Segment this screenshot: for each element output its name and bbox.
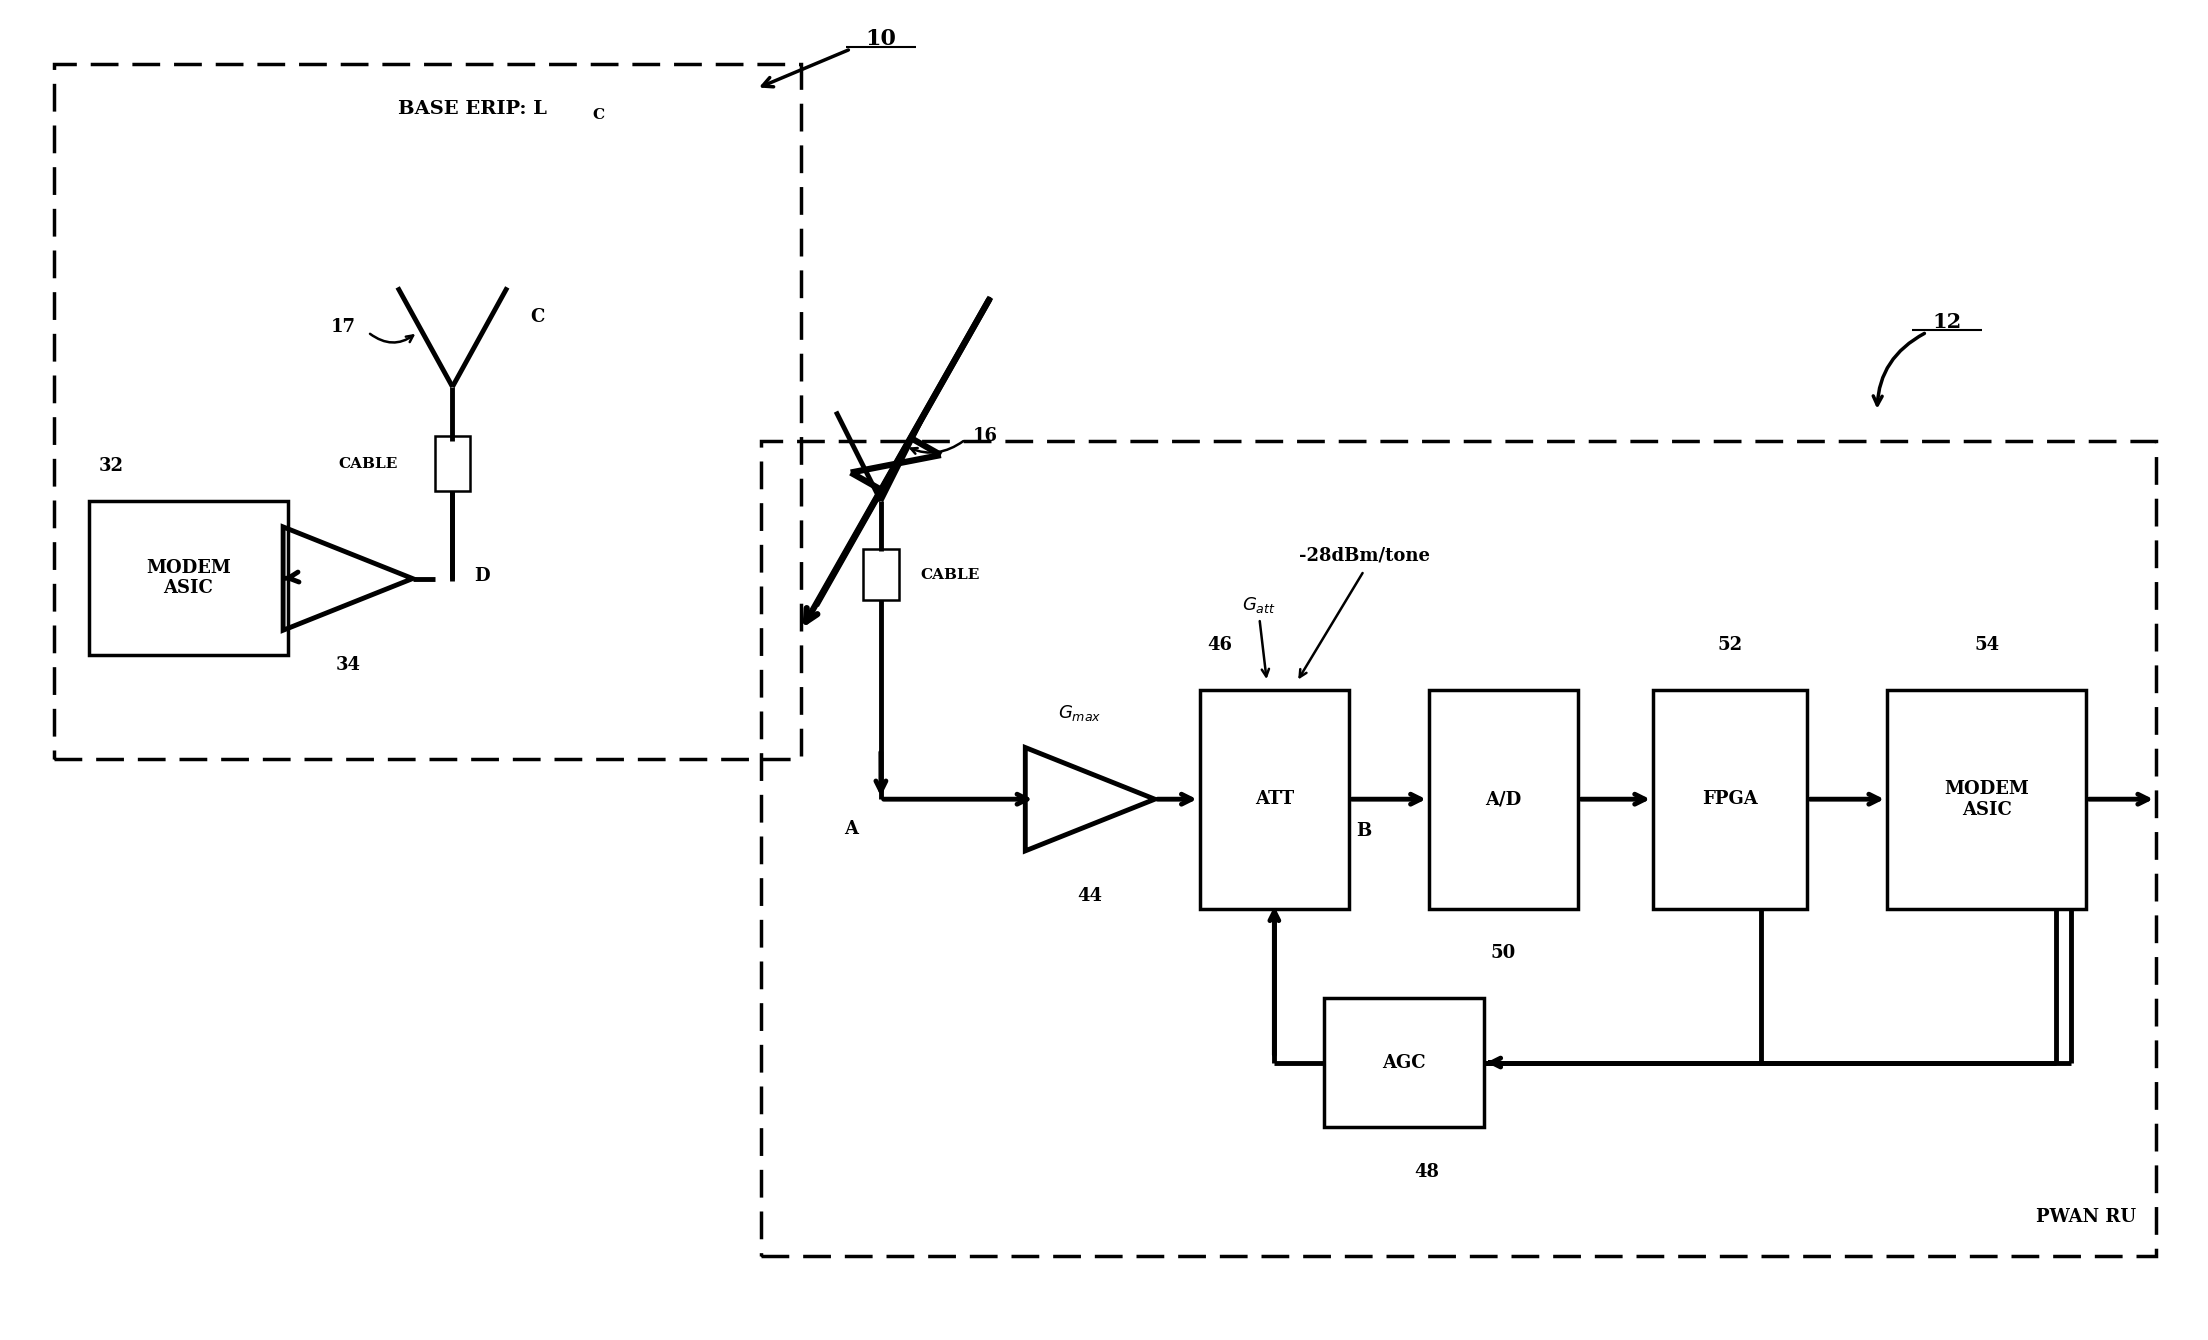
Text: D: D — [475, 567, 490, 584]
Text: 50: 50 — [1490, 945, 1517, 962]
Text: 16: 16 — [974, 427, 998, 445]
Text: $G_{att}$: $G_{att}$ — [1243, 595, 1276, 615]
Text: C: C — [530, 308, 545, 326]
Text: 17: 17 — [331, 318, 355, 336]
Text: C: C — [594, 109, 605, 122]
Text: A/D: A/D — [1486, 791, 1521, 808]
Text: BASE ERIP: L: BASE ERIP: L — [397, 99, 548, 118]
Bar — [435, 437, 470, 492]
Text: 48: 48 — [1413, 1163, 1440, 1181]
Text: 54: 54 — [1974, 636, 1998, 654]
Text: 46: 46 — [1208, 636, 1232, 654]
Text: PWAN RU: PWAN RU — [2036, 1207, 2135, 1226]
Text: A: A — [843, 820, 859, 838]
Text: 44: 44 — [1078, 887, 1102, 904]
Bar — [1888, 690, 2087, 909]
Text: 10: 10 — [866, 28, 896, 50]
Bar — [88, 501, 287, 655]
Text: 32: 32 — [99, 457, 124, 476]
Text: CABLE: CABLE — [921, 568, 980, 582]
Text: 12: 12 — [1932, 312, 1961, 332]
Text: 34: 34 — [336, 657, 360, 674]
Text: MODEM
ASIC: MODEM ASIC — [146, 559, 232, 598]
Text: 52: 52 — [1718, 636, 1742, 654]
Bar — [1199, 690, 1349, 909]
Text: AGC: AGC — [1382, 1053, 1426, 1072]
Text: B: B — [1356, 821, 1371, 840]
Bar — [1654, 690, 1808, 909]
Bar — [1429, 690, 1579, 909]
Text: -28dBm/tone: -28dBm/tone — [1298, 547, 1429, 564]
Text: $G_{max}$: $G_{max}$ — [1058, 702, 1102, 722]
Text: MODEM
ASIC: MODEM ASIC — [1945, 780, 2029, 819]
Bar — [863, 549, 899, 600]
Text: CABLE: CABLE — [338, 457, 397, 472]
Bar — [1325, 998, 1484, 1127]
Text: FPGA: FPGA — [1702, 791, 1758, 808]
Text: ATT: ATT — [1254, 791, 1294, 808]
